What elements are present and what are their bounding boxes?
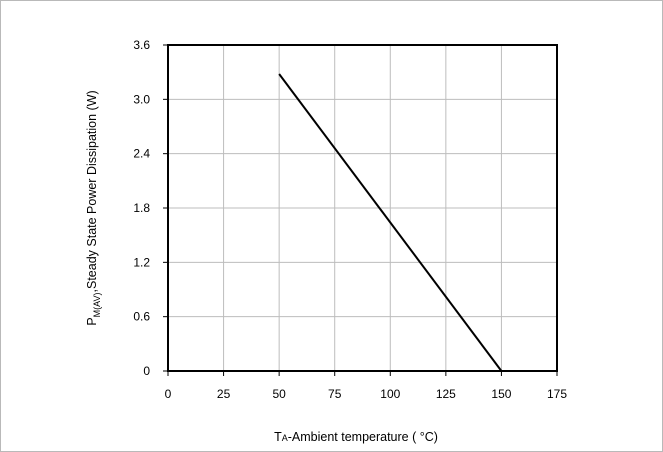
x-tick-label: 75 <box>328 387 342 401</box>
x-tick-label: 0 <box>165 387 172 401</box>
x-tick-label: 25 <box>217 387 231 401</box>
grid-lines <box>163 44 558 376</box>
y-tick-label: 1.8 <box>133 201 150 215</box>
x-tick-label: 100 <box>380 387 400 401</box>
x-tick-labels: 0 25 50 75 100 125 150 175 <box>165 387 568 401</box>
x-tick-label: 50 <box>272 387 286 401</box>
x-tick-label: 175 <box>547 387 567 401</box>
y-tick-label: 3.6 <box>133 38 150 52</box>
plot-area-border <box>167 44 558 372</box>
series-line <box>278 73 503 372</box>
y-tick-label: 0.6 <box>133 310 150 324</box>
x-tick-label: 125 <box>436 387 456 401</box>
y-tick-label: 3.0 <box>133 92 150 106</box>
y-tick-labels: 0 0.6 1.2 1.8 2.4 3.0 3.6 <box>133 38 150 378</box>
x-tick-label: 150 <box>491 387 511 401</box>
x-axis-label: TA-Ambient temperature ( °C) <box>274 430 438 444</box>
series-group <box>278 73 503 372</box>
y-tick-label: 2.4 <box>133 147 150 161</box>
y-tick-label: 1.2 <box>133 255 150 269</box>
y-tick-label: 0 <box>143 364 150 378</box>
y-axis-label: PM(AV),Steady State Power Dissipation (W… <box>85 90 102 325</box>
